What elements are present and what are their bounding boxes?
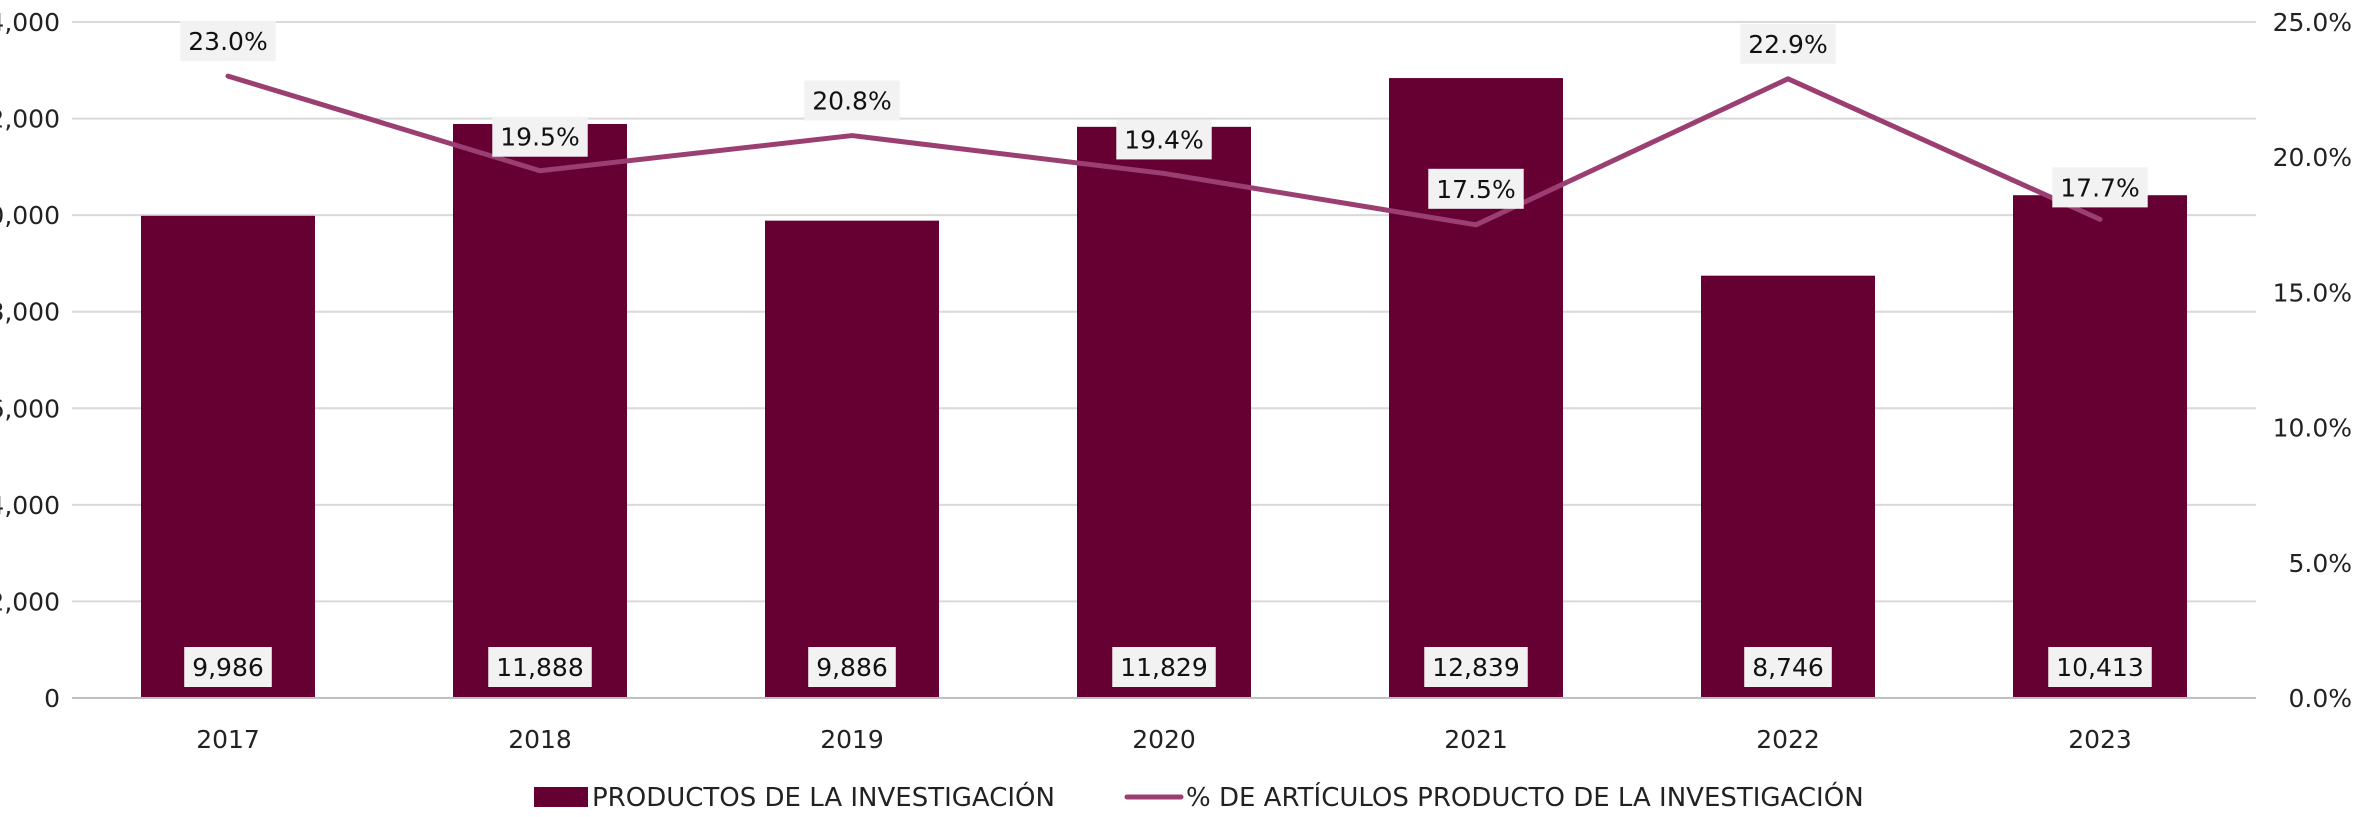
line-value-label-box: [1740, 23, 1836, 64]
legend-swatch-bars: [534, 787, 588, 807]
x-tick-label: 2019: [820, 725, 884, 754]
bar-value-label-text: 12,839: [1432, 653, 1519, 682]
x-tick-label: 2018: [508, 725, 572, 754]
x-tick-label: 2020: [1132, 725, 1196, 754]
y-left-tick-label: 10,000: [0, 201, 60, 230]
line-series: [225, 73, 2103, 228]
bar-value-label-box: [1112, 647, 1216, 687]
bar-value-label-text: 11,829: [1120, 653, 1207, 682]
bar-series: [141, 78, 2187, 699]
line-value-label-text: 23.0%: [188, 27, 267, 56]
y-right-tick-label: 15.0%: [2273, 278, 2352, 307]
bar-value-label-text: 10,413: [2056, 653, 2143, 682]
bar: [141, 215, 315, 699]
bar: [1077, 126, 1251, 698]
x-tick-label: 2023: [2068, 725, 2132, 754]
line-value-label-text: 20.8%: [812, 87, 891, 116]
y-left-tick-label: 2,000: [0, 587, 60, 616]
line-value-label-box: [804, 80, 900, 121]
y-right-tick-label: 0.0%: [2288, 684, 2352, 713]
y-right-tick-label: 20.0%: [2273, 143, 2352, 172]
line-value-label-box: [1428, 168, 1524, 209]
y-left-tick-label: 14,000: [0, 8, 60, 37]
legend: PRODUCTOS DE LA INVESTIGACIÓN % DE ARTÍCU…: [534, 781, 1864, 813]
line-value-label: 19.5%: [492, 116, 588, 157]
bar-value-label: 8,746: [1744, 647, 1832, 687]
line-value-label: 20.8%: [804, 80, 900, 121]
bar: [2013, 195, 2187, 698]
y-left-tick-label: 0: [44, 684, 60, 713]
line-value-label-text: 17.7%: [2060, 173, 2139, 202]
bar-value-label: 11,888: [488, 647, 592, 687]
legend-label-line: % DE ARTÍCULOS PRODUCTO DE LA INVESTIGAC…: [1186, 781, 1864, 813]
bar-value-label: 9,886: [808, 647, 896, 687]
bar-value-label-box: [1424, 647, 1528, 687]
y-left-tick-label: 12,000: [0, 105, 60, 134]
line-value-label-text: 19.5%: [500, 123, 579, 152]
bar-value-label-text: 11,888: [496, 653, 583, 682]
bar-value-label-text: 8,746: [1752, 653, 1824, 682]
y-left-tick-label: 8,000: [0, 298, 60, 327]
line-value-label-box: [492, 116, 588, 157]
bar-value-label-text: 9,886: [816, 653, 888, 682]
bar: [765, 220, 939, 698]
data-labels: 9,986 11,888 9,886 11,829 12,839 8,746 10,413 2…: [180, 21, 2152, 687]
bar-value-label: 9,986: [184, 647, 272, 687]
bar-value-label: 11,829: [1112, 647, 1216, 687]
bar-value-label-box: [184, 647, 272, 687]
line-value-label: 22.9%: [1740, 23, 1836, 64]
line-value-label-text: 17.5%: [1436, 175, 1515, 204]
bar-value-label: 12,839: [1424, 647, 1528, 687]
line-value-label: 17.7%: [2052, 167, 2148, 208]
x-tick-label: 2022: [1756, 725, 1820, 754]
y-left-tick-label: 4,000: [0, 491, 60, 520]
line-value-label-text: 19.4%: [1124, 125, 1203, 154]
bar-value-label-box: [2048, 647, 2152, 687]
line-value-label: 19.4%: [1116, 119, 1212, 160]
line-value-label-box: [1116, 119, 1212, 160]
line-value-label-box: [180, 21, 276, 62]
y-right-tick-label: 25.0%: [2273, 8, 2352, 37]
y-left-tick-label: 6,000: [0, 394, 60, 423]
line-value-label: 17.5%: [1428, 168, 1524, 209]
line-value-label: 23.0%: [180, 21, 276, 62]
legend-label-bars: PRODUCTOS DE LA INVESTIGACIÓN: [592, 781, 1055, 813]
bar-value-label-box: [1744, 647, 1832, 687]
x-tick-label: 2017: [196, 725, 260, 754]
axes: 0 2,000 4,000 6,000 8,000 10,000 12,000 14,000 0…: [0, 8, 2352, 754]
bar: [453, 123, 627, 698]
x-tick-label: 2021: [1444, 725, 1508, 754]
line-value-label-box: [2052, 167, 2148, 208]
y-right-tick-label: 5.0%: [2288, 549, 2352, 578]
bar-value-label: 10,413: [2048, 647, 2152, 687]
line-value-label-text: 22.9%: [1748, 30, 1827, 59]
bar-value-label-text: 9,986: [192, 653, 264, 682]
bar-value-label-box: [808, 647, 896, 687]
bar-value-label-box: [488, 647, 592, 687]
bar: [1701, 275, 1875, 698]
y-right-tick-label: 10.0%: [2273, 414, 2352, 443]
